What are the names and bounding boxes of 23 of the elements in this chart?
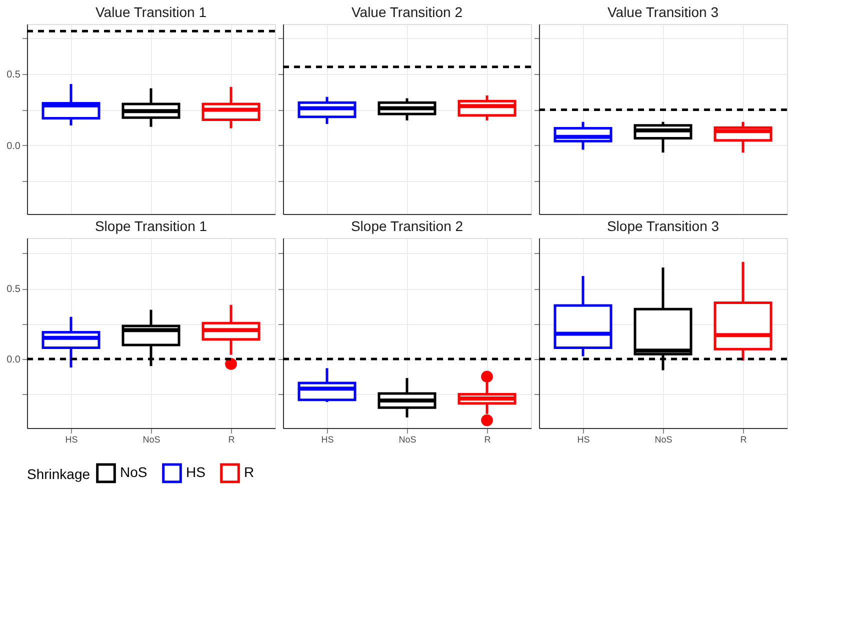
chart-title: Slope Transition 2 bbox=[350, 218, 464, 234]
legend-label: NoS bbox=[120, 464, 148, 480]
chart-title: Value Transition 3 bbox=[607, 4, 719, 20]
legend-label: HS bbox=[186, 464, 206, 480]
x-tick-label: HS bbox=[65, 434, 78, 444]
y-tick-label: 0.5 bbox=[6, 70, 21, 80]
legend-label: R bbox=[244, 464, 254, 480]
x-tick-label: R bbox=[740, 434, 748, 444]
x-tick-label: R bbox=[228, 434, 236, 444]
x-tick-label: HS bbox=[577, 434, 590, 444]
chart-title: Value Transition 1 bbox=[95, 4, 207, 20]
chart-title: Slope Transition 3 bbox=[606, 218, 720, 234]
legend-title: Shrinkage bbox=[27, 466, 90, 482]
x-tick-label: R bbox=[484, 434, 492, 444]
y-tick-label: 0.0 bbox=[6, 354, 21, 366]
y-tick-label: 0.5 bbox=[6, 284, 21, 296]
y-tick-label: 0.0 bbox=[6, 140, 21, 152]
x-tick-label: NoS bbox=[398, 434, 416, 444]
x-tick-label: HS bbox=[321, 434, 334, 444]
chart-title: Value Transition 2 bbox=[351, 4, 463, 20]
x-tick-label: NoS bbox=[142, 434, 160, 444]
chart-title: Slope Transition 1 bbox=[94, 218, 208, 234]
x-tick-label: NoS bbox=[654, 434, 672, 444]
